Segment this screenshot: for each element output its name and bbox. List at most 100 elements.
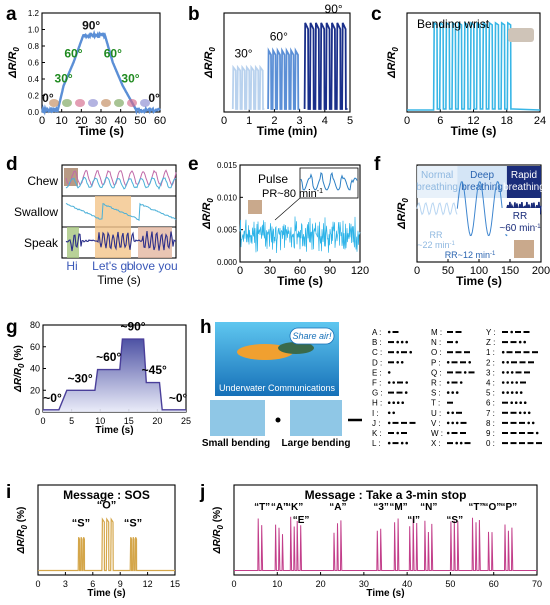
morse-dash (409, 421, 416, 424)
y-tick-label: 80 (30, 320, 40, 330)
morse-dash (528, 361, 534, 364)
morse-dash (447, 442, 453, 445)
morse-char: B : (372, 338, 382, 347)
morse-dot (400, 340, 404, 344)
morse-char: 7 : (486, 409, 495, 418)
small-bending-photo (210, 400, 265, 436)
morse-char: 4 : (486, 379, 495, 388)
morse-char: P : (431, 358, 441, 367)
y-axis-label-sub: 0 (17, 363, 26, 368)
highlight-band (95, 196, 131, 227)
morse-dot (392, 401, 396, 405)
legend-sup: -1 (317, 188, 323, 195)
zoom-connector (274, 197, 301, 221)
x-tick-label: 10 (56, 115, 68, 127)
morse-letter-label: “S” (72, 517, 90, 529)
rr-note-sup: -1 (449, 241, 455, 247)
morse-dash (392, 421, 399, 424)
morse-dash (464, 442, 471, 445)
morse-dot (392, 411, 396, 415)
morse-dash (527, 442, 534, 445)
morse-char: Z : (486, 338, 495, 347)
x-tick-label: 0 (231, 579, 236, 589)
plot-frame (223, 12, 351, 113)
segment-title: breathing (416, 182, 458, 193)
x-tick-label: 20 (152, 416, 162, 426)
morse-dot (468, 361, 472, 364)
x-tick-label: 6 (437, 115, 443, 127)
x-tick-label: 24 (534, 115, 546, 127)
morse-dash (510, 421, 517, 424)
morse-char: H : (372, 399, 382, 408)
angle-annotation: 90° (325, 2, 343, 16)
angle-annotation: 30° (121, 71, 139, 85)
y-axis-label-sub: 0 (206, 198, 215, 203)
series-line (456, 181, 508, 237)
legend-text: PR~80 min-1 (262, 188, 323, 200)
morse-dot (510, 391, 514, 394)
morse-dot (400, 441, 404, 445)
morse-dot (506, 371, 510, 374)
morse-char: V : (431, 419, 441, 428)
x-tick-label: 0 (39, 115, 45, 127)
rr-note: RR (513, 211, 527, 222)
morse-dot (506, 361, 510, 364)
morse-dash (447, 401, 453, 404)
x-tick-label: 0 (35, 579, 40, 589)
morse-char: X : (431, 439, 441, 448)
morse-dash (451, 381, 458, 384)
x-tick-label: 50 (442, 265, 454, 277)
morse-dash (523, 331, 530, 333)
morse-dash (506, 351, 513, 354)
morse-dash (502, 442, 508, 445)
x-tick-label: 30 (264, 265, 276, 277)
y-axis-label-sub: 0 (401, 198, 410, 203)
morse-dash (510, 432, 517, 434)
speech-bubble (289, 327, 335, 345)
y-tick-label: 0.000 (217, 258, 238, 267)
highlight-band (95, 227, 131, 258)
morse-dash (451, 432, 458, 434)
x-axis-label: Time (s) (78, 124, 124, 138)
y-axis-label: ΔR/R0 (386, 47, 400, 79)
x-tick-label: 2 (271, 115, 277, 127)
angle-annotation: 30° (234, 47, 252, 61)
rr-note-bg (500, 208, 540, 234)
chart-title: Message : Take a 3-min stop (305, 488, 467, 502)
morse-letter-label: “O” (484, 502, 502, 513)
morse-letter-label: “T” (468, 502, 484, 513)
x-tick-label: 10 (95, 416, 105, 426)
y-axis-label-main: ΔR/R (203, 52, 215, 79)
y-axis-label-unit: (%) (212, 507, 223, 525)
morse-dash (447, 371, 453, 374)
morse-dash (460, 421, 467, 424)
angle-annotation: ~0° (43, 391, 62, 405)
morse-char: K : (372, 429, 382, 438)
speech-label: I love you (126, 259, 177, 273)
morse-char: C : (372, 348, 382, 357)
morse-dash (397, 381, 403, 384)
angle-annotation: ~60° (96, 350, 121, 364)
y-tick-label: 0.8 (28, 42, 40, 51)
x-tick-label: 3 (63, 579, 68, 589)
morse-dot (387, 381, 391, 384)
angle-annotation: 0° (42, 91, 54, 105)
y-axis-label: ΔR/R0 (%) (212, 507, 225, 555)
morse-dot (446, 361, 450, 364)
legend-text: Bending wrist (417, 17, 490, 31)
morse-dot (501, 350, 505, 354)
morse-dash (447, 341, 453, 344)
morse-dot (515, 391, 518, 394)
angle-annotation: 60° (64, 47, 82, 61)
morse-dash (502, 401, 508, 404)
rr-note: ~22 min-1 (417, 240, 455, 250)
segment-title: Normal (421, 170, 453, 181)
morse-dot (446, 431, 450, 435)
morse-dot (396, 401, 400, 405)
morse-dash (536, 442, 542, 445)
y-axis-label-sub: 0 (208, 47, 217, 52)
morse-dot (523, 340, 526, 344)
